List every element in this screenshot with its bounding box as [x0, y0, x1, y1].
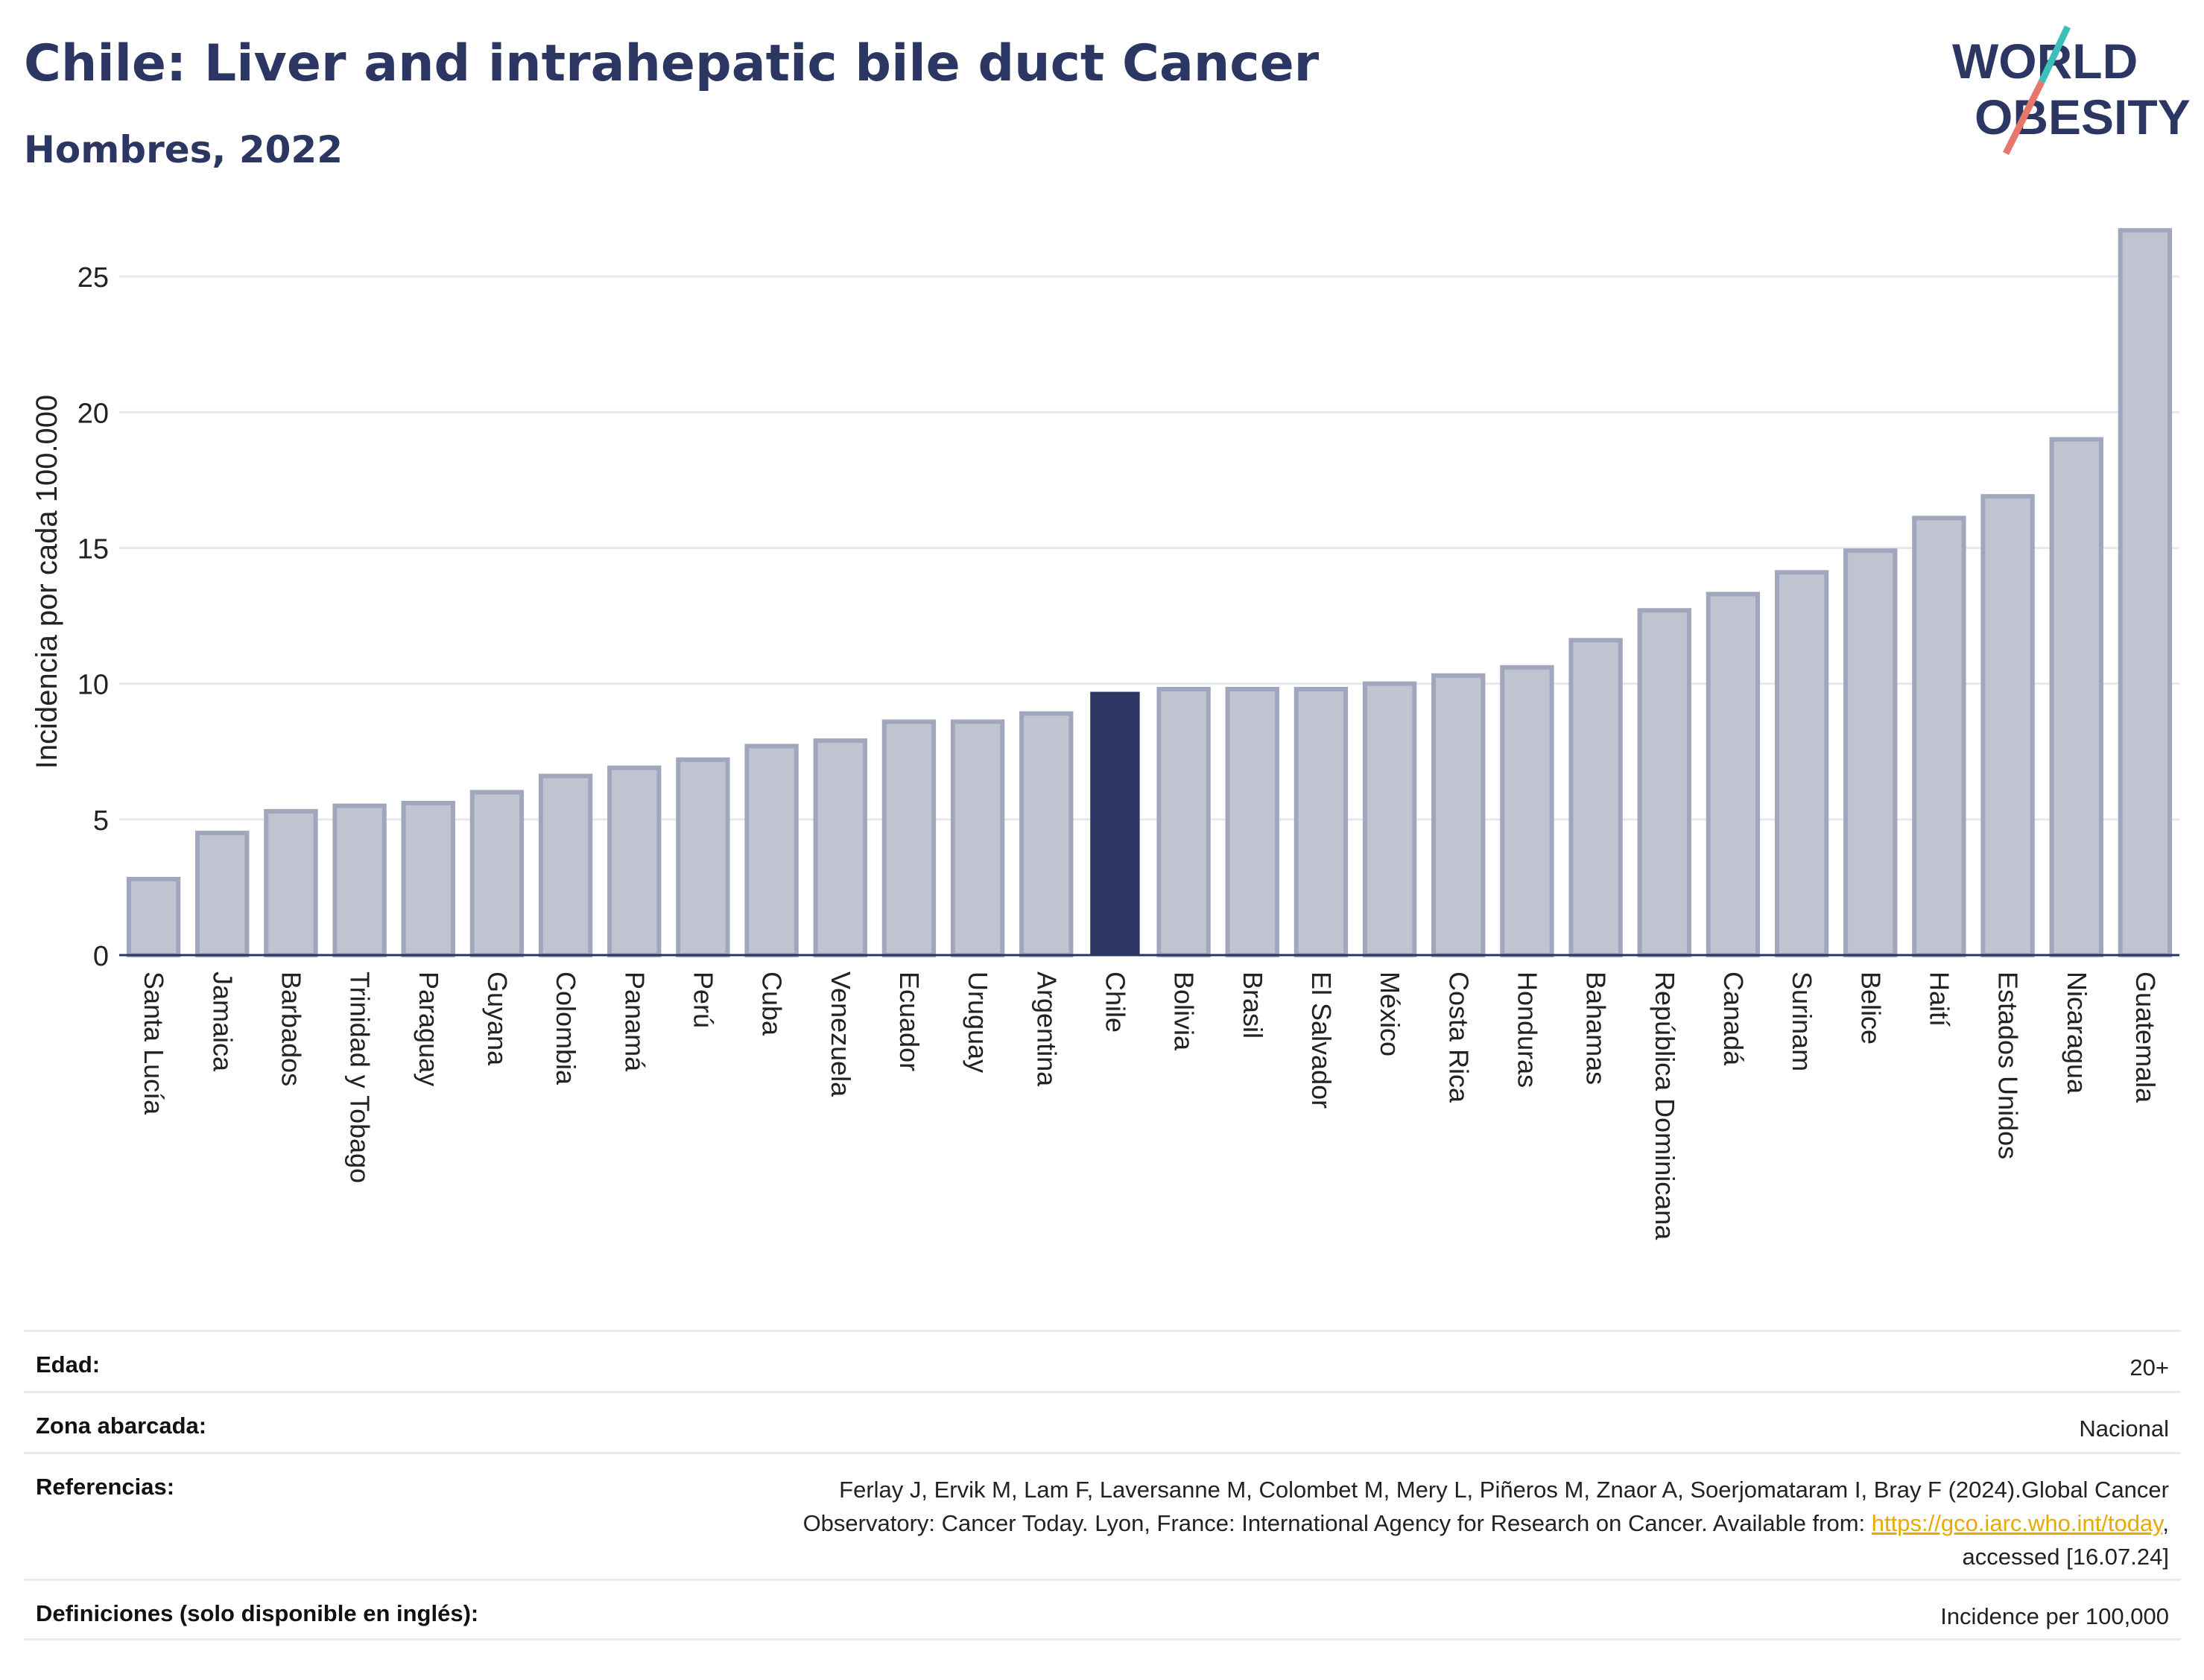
bar: [1500, 665, 1554, 957]
bar: [813, 738, 867, 957]
references-label: Referencias:: [36, 1474, 175, 1500]
x-tick-label: Venezuela: [826, 971, 856, 1097]
x-tick-label: Paraguay: [414, 971, 444, 1086]
x-tick-label: Barbados: [276, 971, 306, 1086]
x-tick-label: Costa Rica: [1443, 971, 1474, 1103]
world-obesity-logo: WORLD OBESITY: [1952, 25, 2191, 156]
meta-row-definitions: Definiciones (solo disponible en inglés)…: [24, 1579, 2181, 1638]
x-tick-label: Bahamas: [1581, 971, 1612, 1085]
x-tick-label: Trinidad y Tobago: [345, 971, 376, 1183]
metadata-table: Edad: 20+ Zona abarcada: Nacional Refere…: [24, 1330, 2181, 1641]
bar: [1090, 691, 1140, 955]
bar: [2049, 437, 2103, 957]
bar: [1362, 681, 1417, 957]
bar: [607, 765, 662, 958]
bar: [1980, 494, 2035, 957]
meta-row-zone: Zona abarcada: Nacional: [24, 1391, 2181, 1452]
x-tick-label: Guatemala: [2130, 971, 2161, 1103]
bar: [1912, 516, 1966, 957]
chart-subtitle: Hombres, 2022: [24, 128, 343, 171]
x-tick-label: Guyana: [482, 971, 513, 1066]
x-tick-label: Jamaica: [207, 971, 238, 1072]
x-tick-label: Surinam: [1787, 971, 1817, 1071]
bar-chart: 0 5 10 15 20 25 Incidencia por cada 100.000 San…: [31, 228, 2179, 1240]
bar: [469, 790, 525, 958]
x-tick-label: Haití: [1924, 971, 1954, 1027]
x-tick-label: Bolivia: [1169, 971, 1200, 1051]
x-tick-label: Nicaragua: [2062, 971, 2092, 1094]
y-tick-label: 20: [77, 398, 109, 429]
bar: [195, 831, 250, 958]
bar: [1774, 570, 1829, 957]
x-tick-label: Colombia: [551, 971, 581, 1085]
meta-row-references: Referencias: Ferlay J, Ervik M, Lam F, L…: [24, 1452, 2181, 1579]
bar: [538, 773, 593, 958]
bar: [881, 719, 937, 957]
y-tick-label: 25: [77, 262, 109, 294]
definitions-label: Definiciones (solo disponible en inglés)…: [36, 1600, 479, 1626]
y-tick-label: 0: [93, 941, 109, 972]
bar: [676, 757, 730, 958]
x-tick-label: Chile: [1100, 971, 1130, 1033]
references-line2-comma: ,: [2162, 1509, 2169, 1536]
references-line2-text: Observatory: Cancer Today. Lyon, France:…: [802, 1509, 1872, 1536]
x-tick-label: Honduras: [1512, 971, 1542, 1088]
zone-label: Zona abarcada:: [36, 1413, 207, 1439]
x-tick-label: Uruguay: [963, 971, 993, 1073]
x-tick-label: Brasil: [1238, 971, 1268, 1039]
x-tick-label: Argentina: [1031, 971, 1062, 1087]
definitions-value: Incidence per 100,000: [1940, 1603, 2169, 1629]
x-tick-label: Santa Lucía: [139, 971, 169, 1115]
bar: [744, 744, 799, 957]
references-line3: accessed [16.07.24]: [1962, 1543, 2169, 1570]
y-axis-title: Incidencia por cada 100.000: [31, 395, 63, 770]
bar: [264, 808, 318, 957]
references-line1: Ferlay J, Ervik M, Lam F, Laversanne M, …: [839, 1477, 2169, 1503]
zone-value: Nacional: [2079, 1416, 2169, 1442]
bar: [1637, 608, 1691, 957]
bar: [126, 876, 181, 958]
bar: [950, 719, 1005, 957]
bar: [1706, 592, 1761, 957]
bar: [1019, 711, 1074, 957]
references-value: Ferlay J, Ervik M, Lam F, Laversanne M, …: [36, 1474, 2169, 1574]
bar: [332, 803, 387, 957]
bar: [401, 800, 455, 957]
x-tick-label: Panamá: [619, 971, 650, 1072]
x-tick-label: El Salvador: [1306, 971, 1337, 1109]
references-line2: Observatory: Cancer Today. Lyon, France:…: [36, 1507, 2169, 1541]
y-tick-label: 15: [77, 533, 109, 565]
y-tick-label: 10: [77, 670, 109, 701]
bar: [1568, 638, 1623, 957]
x-tick-label: República Dominicana: [1650, 971, 1680, 1240]
bar: [1843, 548, 1898, 957]
bar: [1293, 686, 1349, 957]
meta-row-age: Edad: 20+: [24, 1330, 2181, 1391]
logo-line2: OBESITY: [1975, 89, 2191, 145]
x-tick-label: México: [1375, 971, 1405, 1056]
y-tick-label: 5: [93, 805, 109, 837]
logo-slash-teal: [2038, 25, 2071, 83]
metadata-bottom-rule: [24, 1638, 2181, 1641]
bar: [1431, 673, 1486, 957]
x-tick-label: Estados Unidos: [1993, 971, 2024, 1159]
x-tick-label: Perú: [688, 971, 718, 1028]
logo-slash-coral: [2002, 80, 2045, 156]
age-value: 20+: [2129, 1354, 2169, 1381]
bar: [1156, 686, 1211, 957]
bar: [1225, 686, 1279, 957]
chart-title: Chile: Liver and intrahepatic bile duct …: [24, 34, 1320, 93]
bar: [2118, 228, 2173, 957]
age-label: Edad:: [36, 1351, 101, 1378]
x-tick-label: Cuba: [757, 971, 788, 1036]
x-tick-label: Canadá: [1718, 971, 1749, 1066]
references-link[interactable]: https://gco.iarc.who.int/today: [1871, 1509, 2163, 1536]
x-tick-label: Belice: [1855, 971, 1886, 1045]
x-tick-label: Ecuador: [894, 971, 925, 1071]
